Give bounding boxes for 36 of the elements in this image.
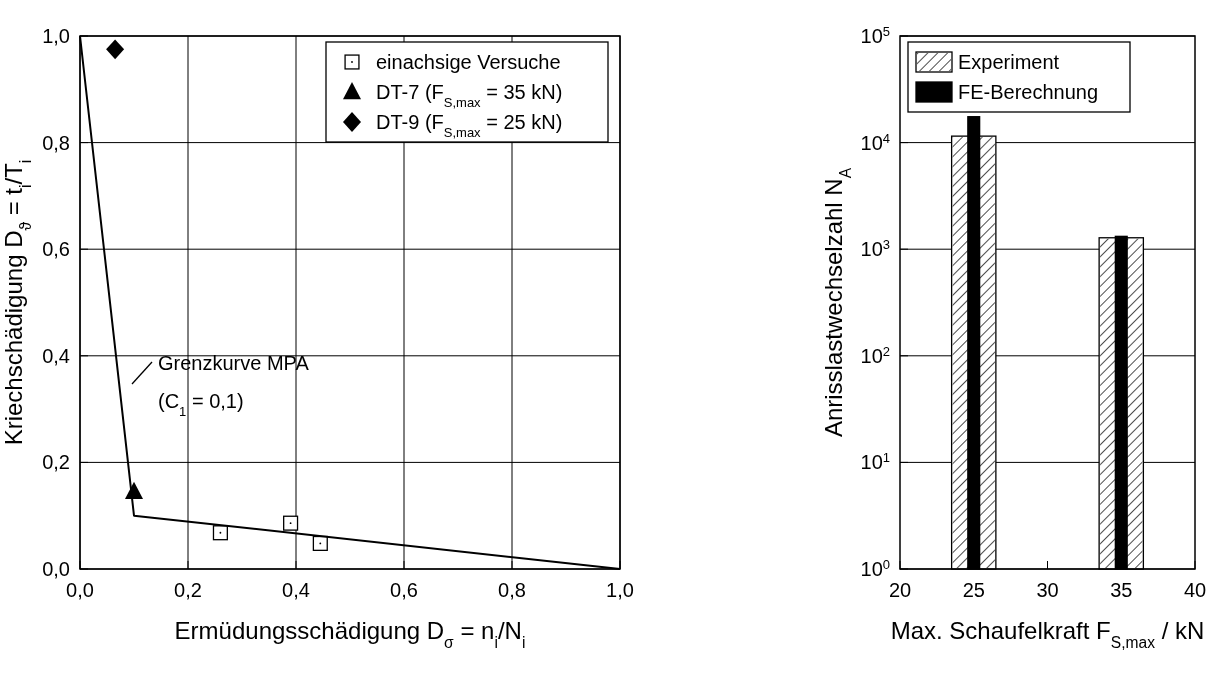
legend-label: einachsige Versuche: [376, 51, 561, 73]
legend-label: DT-7 (F$_{S,max}$ = 35 kN): [376, 81, 563, 110]
x-tick-label: 1,0: [606, 579, 634, 601]
x-axis-title: Ermüdungsschädigung D$_{σ}$ = n$_{i}$/N$_{i}$: [174, 617, 526, 651]
legend-label: Experiment: [958, 51, 1060, 73]
x-tick-label: 0,0: [66, 579, 94, 601]
y-tick-label: 0,2: [42, 451, 70, 474]
y-tick-label: 10$^{3}$: [860, 236, 890, 261]
y-tick-label: 1,0: [42, 25, 70, 47]
y-tick-label: 10$^{0}$: [860, 556, 890, 580]
y-tick-label: 0,0: [42, 558, 70, 580]
point: [312, 535, 328, 551]
y-tick-label: 10$^{5}$: [860, 23, 890, 47]
legend-label: DT-9 (F$_{S,max}$ = 25 kN): [376, 111, 563, 140]
y-tick-label: 10$^{4}$: [860, 130, 890, 154]
y-tick-label: 0,8: [42, 131, 70, 154]
legend-label: FE-Berechnung: [958, 81, 1099, 103]
point: [283, 515, 299, 531]
annotation: (C$_{1}$ = 0,1): [158, 390, 244, 419]
x-axis-title: Max. Schaufelkraft F$_{S,max}$ / kN: [890, 617, 1205, 651]
x-tick-label: 20: [888, 579, 912, 601]
y-tick-label: 0,6: [42, 238, 70, 261]
x-tick-label: 0,4: [282, 579, 310, 601]
x-tick-label: 0,8: [498, 579, 526, 601]
x-tick-label: 40: [1183, 579, 1207, 601]
y-tick-label: 10$^{2}$: [860, 343, 890, 367]
point: [212, 525, 228, 541]
annotation: Grenzkurve MPA: [158, 352, 310, 374]
x-tick-label: 0,2: [174, 579, 202, 601]
point: [106, 39, 125, 60]
x-tick-label: 30: [1036, 579, 1059, 601]
x-tick-label: 0,6: [390, 579, 418, 601]
y-tick-label: 10$^{1}$: [860, 449, 890, 474]
x-tick-label: 25: [962, 579, 985, 601]
y-tick-label: 0,4: [42, 344, 70, 367]
x-tick-label: 35: [1110, 579, 1133, 601]
